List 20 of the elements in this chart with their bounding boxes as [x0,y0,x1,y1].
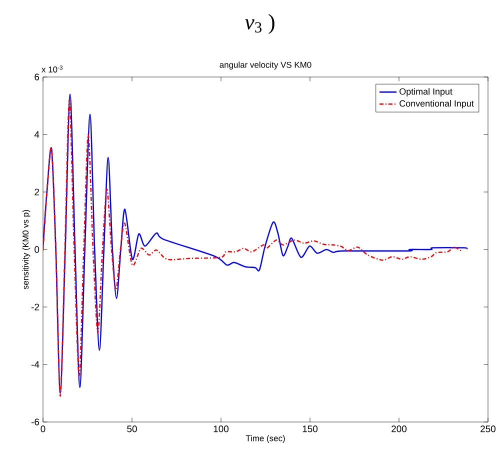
x-tick-label: 0 [40,426,46,432]
y-tick-label: 0 [34,246,40,253]
x-tick-label: 150 [302,426,318,432]
y-tick-label: -2 [31,304,40,310]
y-tick-label: 6 [34,74,40,80]
text: v$_{3}$ ) [244,14,274,34]
legend-label: Conventional Input [400,100,474,108]
x-tick-label: 200 [392,426,407,432]
y-tick-label: 2 [34,188,40,196]
chart-title: angular velocity VS KM0 [220,62,312,70]
y-axis-title: sensitivity (KM0 vs p) [22,210,30,290]
x-axis-title: Time (sec) [246,435,285,443]
y-tick-label: -4 [31,361,40,368]
y-tick-label: -6 [31,418,40,426]
x-tick-label: 250 [480,426,496,432]
legend-label: Optimal Input [400,88,452,96]
x-tick-label: 100 [214,426,229,432]
text: x 10$^{-3}$ [42,65,63,72]
y-tick-label: 4 [34,131,40,138]
x-tick-label: 50 [127,426,137,432]
